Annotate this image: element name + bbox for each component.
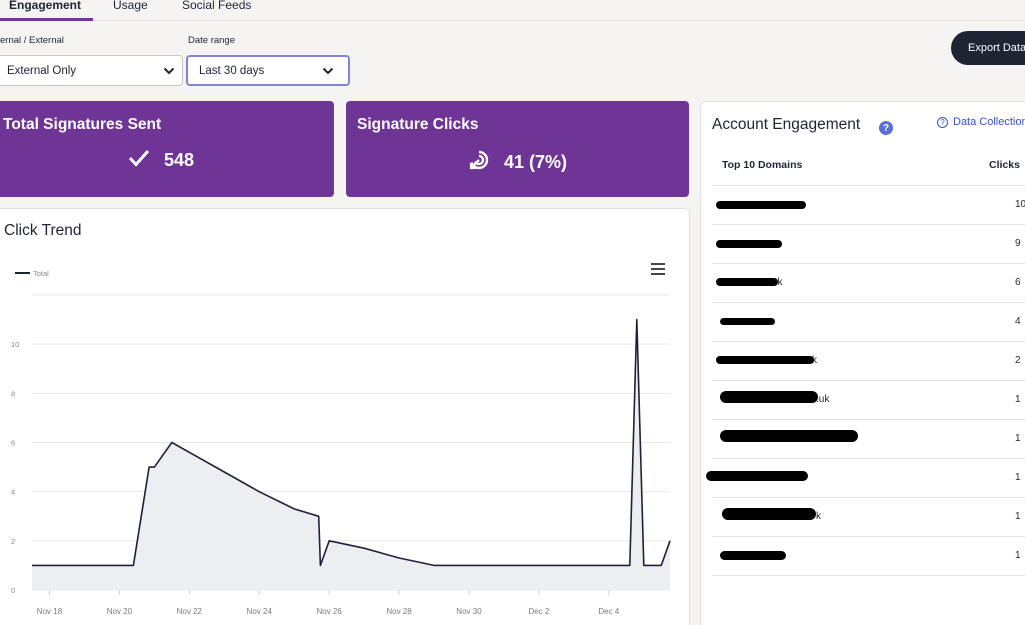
click-count: 4 [1015, 316, 1021, 327]
y-tick-label: 6 [11, 439, 15, 448]
x-tick-label: Nov 20 [107, 607, 133, 616]
target-click-icon [468, 149, 490, 176]
header-divider [712, 185, 1025, 186]
tab-engagement[interactable]: Engagement [9, 0, 82, 12]
x-tick-label: Nov 30 [456, 607, 482, 616]
x-tick-label: Nov 18 [37, 607, 63, 616]
y-tick-label: 4 [11, 488, 15, 497]
total-signatures-value-group: 548 [128, 149, 194, 172]
redaction-mark [720, 430, 858, 442]
series-line-total [32, 318, 671, 567]
click-trend-card: Click Trend 0 2 4 6 8 10 Nov 18 Nov 20 Nov 22 Nov… [0, 208, 690, 625]
export-data-button[interactable]: Export Data [951, 31, 1025, 65]
x-tick-label: Nov 22 [177, 607, 203, 616]
x-tick-label: Dec 2 [528, 607, 549, 616]
click-trend-title: Click Trend [4, 222, 82, 239]
redaction-mark [716, 201, 806, 209]
active-tab-indicator [0, 18, 93, 21]
account-engagement-card: Account Engagement ? ? Data Collection T… [700, 101, 1025, 625]
redaction-mark [716, 356, 814, 364]
table-row[interactable]: uk6 [712, 264, 1025, 303]
date-range-select[interactable]: Last 30 days [186, 55, 350, 86]
signature-clicks-card: Signature Clicks 41 (7%) [346, 101, 689, 197]
y-tick-label: 0 [11, 586, 15, 595]
x-tick-label: Dec 4 [598, 607, 619, 616]
click-count: 1 [1015, 550, 1021, 561]
click-count: 10 [1015, 199, 1025, 210]
date-range-label: Date range [188, 35, 236, 46]
total-signatures-value: 548 [164, 150, 195, 170]
click-count: 9 [1015, 238, 1021, 249]
table-row[interactable]: k1 [706, 459, 1025, 498]
redaction-mark [706, 471, 808, 481]
click-trend-chart: 0 2 4 6 8 10 Nov 18 Nov 20 Nov 22 Nov 24 Nov 26 Nov… [11, 269, 671, 616]
type-filter-value: External Only [7, 64, 77, 77]
signature-clicks-value: 41 (7%) [504, 152, 568, 172]
redaction-mark [720, 318, 775, 325]
y-tick-label: 10 [11, 340, 19, 349]
click-count: 6 [1015, 277, 1021, 288]
total-signatures-title: Total Signatures Sent [3, 116, 162, 133]
redaction-mark [716, 278, 778, 286]
clicks-header: Clicks [989, 159, 1020, 171]
redaction-mark [716, 240, 782, 248]
y-tick-label: 2 [11, 537, 15, 546]
date-range-value: Last 30 days [199, 64, 265, 77]
y-tick-label: 8 [11, 389, 15, 398]
tab-bar: Engagement Usage Social Feeds [0, 0, 1025, 21]
click-count: 1 [1015, 394, 1021, 405]
table-row[interactable]: 4 [712, 303, 1025, 342]
x-tick-label: Nov 26 [316, 607, 342, 616]
question-circle-icon: ? [937, 116, 948, 128]
legend-label-total: Total [33, 269, 49, 278]
redaction-mark [720, 551, 786, 560]
redaction-mark [720, 391, 818, 403]
signature-clicks-title: Signature Clicks [357, 116, 479, 133]
domain-name: k [812, 355, 817, 366]
data-collection-link[interactable]: ? Data Collection [937, 116, 1025, 128]
click-count: 1 [1015, 433, 1021, 444]
click-count: 1 [1015, 472, 1021, 483]
total-signatures-card: Total Signatures Sent 548 [0, 101, 334, 197]
table-row[interactable]: 10 [712, 186, 1025, 225]
table-row[interactable]: 1 [712, 420, 1025, 459]
click-count: 2 [1015, 355, 1021, 366]
data-collection-label: Data Collection [953, 116, 1025, 128]
table-row[interactable]: 1 [712, 537, 1025, 576]
chevron-down-icon [308, 57, 348, 84]
tab-usage[interactable]: Usage [113, 0, 148, 12]
signature-clicks-value-group: 41 (7%) [468, 149, 567, 176]
tab-social-feeds[interactable]: Social Feeds [182, 0, 252, 12]
table-row[interactable]: .uk 1 [712, 381, 1025, 420]
top-domains-header: Top 10 Domains [722, 159, 803, 171]
x-tick-label: Nov 28 [386, 607, 412, 616]
domain-name: k [816, 511, 821, 522]
redaction-mark [722, 508, 816, 520]
check-icon [128, 149, 150, 172]
account-engagement-title: Account Engagement [712, 116, 861, 133]
chart-menu-icon[interactable] [651, 263, 665, 275]
domain-name: .uk [816, 394, 830, 405]
type-filter-select[interactable]: External Only [0, 55, 183, 86]
chevron-down-icon [156, 56, 182, 85]
table-row[interactable]: n9 [712, 225, 1025, 264]
help-icon[interactable]: ? [879, 121, 893, 135]
series-area-total [32, 319, 670, 590]
type-filter-label: ernal / External [0, 35, 64, 46]
x-tick-label: Nov 24 [247, 607, 273, 616]
click-count: 1 [1015, 511, 1021, 522]
